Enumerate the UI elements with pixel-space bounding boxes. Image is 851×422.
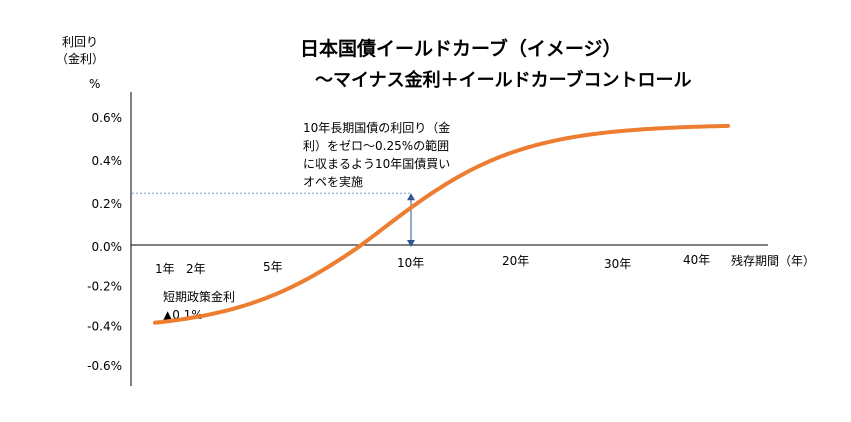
y-tick-labels: 0.6% 0.4% 0.2% 0.0% -0.2% -0.4% -0.6%	[87, 111, 122, 373]
x-axis-label: 残存期間（年）	[731, 254, 815, 268]
y-axis-label-line2: （金利）	[56, 51, 104, 66]
y-tick-label: -0.2%	[87, 280, 122, 294]
y-axis-unit: %	[89, 77, 100, 91]
y-tick-label: 0.2%	[92, 197, 123, 211]
x-tick-label-20y: 20年	[502, 254, 529, 268]
ycc-arrow-head-bottom	[407, 240, 415, 247]
x-tick-label-40y: 40年	[683, 253, 710, 267]
chart-subtitle: ～マイナス金利＋イールドカーブコントロール	[315, 69, 692, 91]
x-tick-label-1y: 1年	[155, 262, 175, 276]
x-tick-label-30y: 30年	[604, 257, 631, 271]
x-tick-label-10y: 10年	[397, 256, 424, 270]
x-tick-label-5y: 5年	[263, 260, 283, 274]
y-tick-label: 0.4%	[92, 154, 123, 168]
ycc-note-line-3: に収まるよう10年国債買い	[303, 156, 450, 171]
chart-title: 日本国債イールドカーブ（イメージ）	[300, 37, 621, 60]
ycc-note-line-1: 10年長期国債の利回り（金	[303, 120, 450, 135]
y-tick-label: 0.0%	[92, 240, 123, 254]
ycc-arrow-head-top	[407, 193, 415, 201]
y-axis-label-line1: 利回り	[62, 35, 98, 49]
y-tick-label: -0.6%	[87, 359, 122, 373]
yield-curve-line	[153, 123, 730, 325]
y-tick-label: 0.6%	[92, 111, 123, 125]
y-tick-label: -0.4%	[87, 319, 122, 333]
short-rate-label: 短期政策金利	[163, 289, 235, 304]
ycc-note-line-4: オペを実施	[303, 174, 363, 189]
ycc-note-line-2: 利）をゼロ～0.25%の範囲	[303, 138, 449, 153]
x-tick-label-2y: 2年	[186, 262, 206, 276]
